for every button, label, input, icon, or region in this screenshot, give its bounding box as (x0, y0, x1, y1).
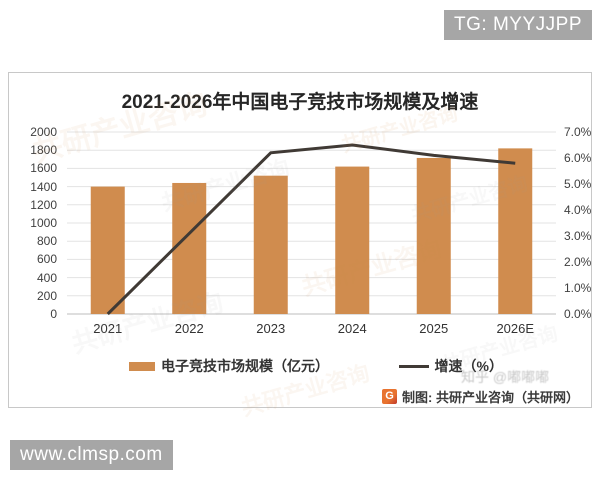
legend: 电子竞技市场规模（亿元） 增速（%） (9, 356, 591, 376)
y-axis-label-right: 1.0% (564, 281, 592, 295)
y-axis-label-left: 800 (36, 234, 57, 249)
zhihu-watermark: 知乎 @嘟嘟嘟 (461, 369, 550, 385)
y-axis-label-left: 1400 (30, 179, 57, 194)
line-legend-swatch-icon (398, 364, 429, 368)
y-axis-label-right: 5.0% (564, 177, 592, 191)
x-axis-label: 2023 (256, 321, 286, 336)
y-axis-label-left: 1600 (30, 161, 57, 176)
y-axis-label-right: 3.0% (564, 229, 592, 243)
y-axis-label-left: 600 (36, 252, 57, 267)
bar-2023 (253, 175, 288, 314)
growth-line (106, 143, 516, 316)
legend-label-market-size: 电子竞技市场规模（亿元） (161, 358, 329, 374)
bar-legend-swatch-icon (129, 361, 155, 371)
y-axis-label-right: 4.0% (564, 203, 592, 217)
legend-item-growth: 增速（%） (398, 356, 503, 376)
gongyan-logo-icon: G (382, 389, 398, 404)
bar-2026E (498, 148, 533, 314)
bar-2021 (90, 186, 125, 314)
credit-line: G 制图: 共研产业咨询（共研网） (382, 387, 579, 406)
y-axis-label-right: 7.0% (564, 125, 592, 139)
y-axis-label-right: 6.0% (564, 151, 592, 165)
bar-2022 (172, 182, 207, 314)
x-axis-label: 2021 (93, 321, 123, 336)
x-axis-label: 2025 (419, 321, 449, 336)
x-axis-label: 2022 (174, 321, 204, 336)
y-axis-label-left: 1000 (30, 216, 57, 230)
y-axis-label-left: 1800 (30, 143, 57, 158)
plot-area (67, 131, 556, 316)
y-axis-label-left: 1200 (30, 197, 57, 212)
y-axis-label-left: 2000 (30, 125, 57, 139)
telegram-badge: TG: MYYJJPP (444, 10, 592, 40)
site-url-badge: www.clmsp.com (10, 440, 173, 470)
y-axis-label-left: 200 (36, 288, 57, 303)
bar-2024 (335, 166, 370, 314)
credit-text: 制图: 共研产业咨询（共研网） (402, 390, 579, 405)
y-axis-label-right: 2.0% (564, 255, 592, 269)
chart-panel: 2021-2026年中国电子竞技市场规模及增速 电子竞技市场规模（亿元） 增速（… (8, 72, 592, 421)
y-axis-label-left: 0 (50, 307, 57, 321)
x-axis-label: 2026E (496, 321, 535, 336)
legend-item-market-size: 电子竞技市场规模（亿元） (129, 356, 329, 376)
bar-2025 (416, 157, 451, 314)
y-axis-label-right: 0.0% (564, 307, 592, 321)
chart-canvas (67, 131, 556, 316)
chart-title: 2021-2026年中国电子竞技市场规模及增速 (121, 92, 479, 113)
y-axis-label-left: 400 (36, 270, 57, 285)
legend-label-growth: 增速（%） (434, 358, 503, 374)
x-axis-label: 2024 (337, 321, 367, 336)
